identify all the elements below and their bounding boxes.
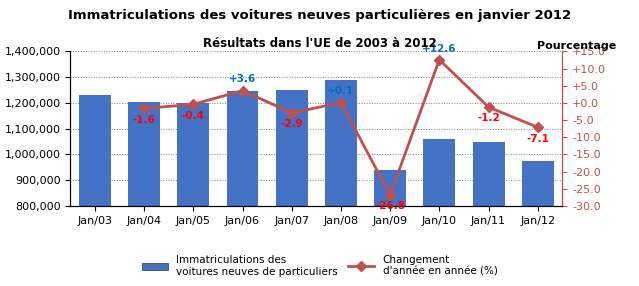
Text: +3.6: +3.6 <box>229 74 256 84</box>
Bar <box>325 80 357 286</box>
Bar <box>79 95 111 286</box>
Bar <box>128 102 160 286</box>
Text: Pourcentage: Pourcentage <box>537 41 617 51</box>
Text: +0.1: +0.1 <box>327 86 355 96</box>
Bar <box>177 103 210 286</box>
Text: -26.8: -26.8 <box>375 201 405 211</box>
Text: -1.6: -1.6 <box>133 115 155 125</box>
Text: Immatriculations des voitures neuves particulières en janvier 2012: Immatriculations des voitures neuves par… <box>68 9 571 21</box>
Legend: Immatriculations des
voitures neuves de particuliers, Changement
d'année en anné: Immatriculations des voitures neuves de … <box>137 251 502 281</box>
Bar <box>472 142 505 286</box>
Bar <box>275 90 308 286</box>
Text: -0.4: -0.4 <box>182 110 204 120</box>
Text: -7.1: -7.1 <box>527 134 549 144</box>
Bar <box>374 170 406 286</box>
Text: -1.2: -1.2 <box>477 113 500 123</box>
Text: +12.6: +12.6 <box>422 43 456 53</box>
Bar <box>521 161 554 286</box>
Bar <box>423 139 456 286</box>
Bar <box>226 91 259 286</box>
Text: Résultats dans l'UE de 2003 à 2012: Résultats dans l'UE de 2003 à 2012 <box>203 37 436 50</box>
Text: -2.9: -2.9 <box>281 119 303 129</box>
